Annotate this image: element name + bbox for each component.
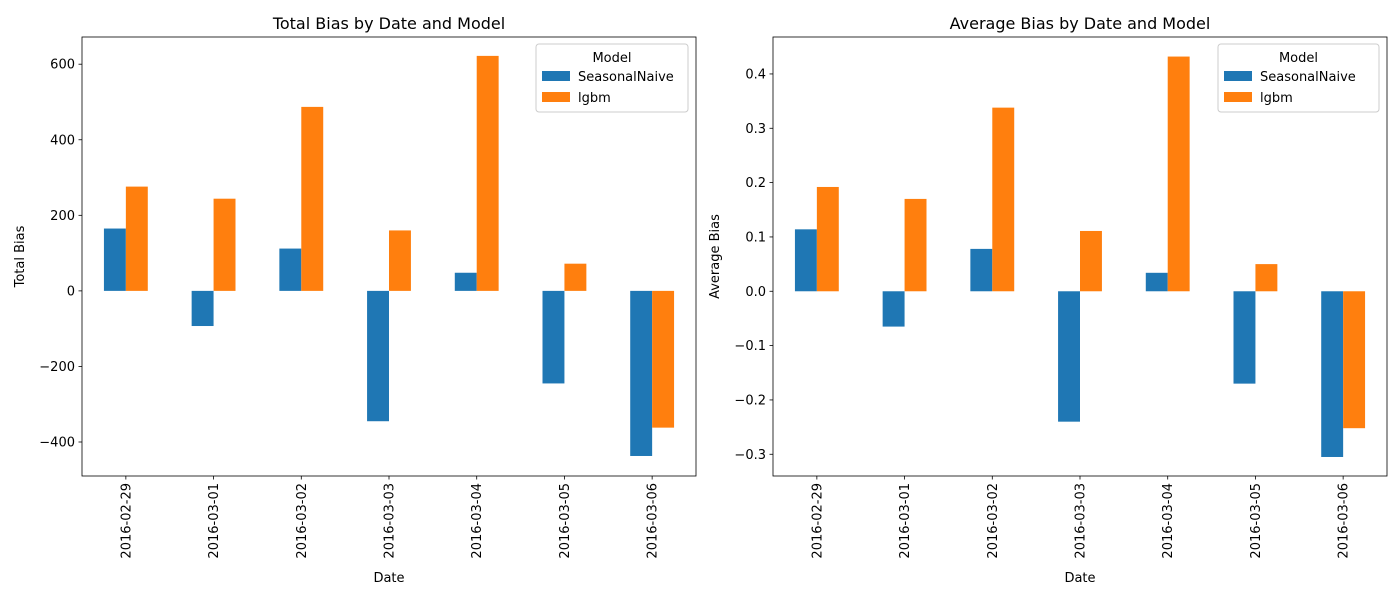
- bar-seasonalnaive-2016-03-04: [1145, 272, 1168, 292]
- bar-seasonalnaive-2016-03-01: [191, 290, 214, 327]
- bar-seasonalnaive-2016-03-03: [367, 290, 389, 422]
- bar-seasonalnaive-2016-03-05: [1233, 291, 1256, 384]
- legend-swatch-lgbm: [542, 92, 570, 102]
- bar-seasonalnaive-2016-03-02: [279, 248, 302, 291]
- bar-lgbm-2016-03-04: [1167, 56, 1190, 292]
- chart-average-bias: −0.3 −0.2 −0.1 0.0 0.1 0.2 0.3 0.4 2016-02-29 201…: [708, 14, 1388, 586]
- x-tick-label: 2016-03-06: [646, 483, 661, 559]
- x-tick-label: 2016-03-02: [986, 483, 1001, 559]
- bar-seasonalnaive-2016-03-04: [454, 272, 477, 291]
- legend-box: [535, 43, 689, 113]
- x-tick-label: 2016-03-04: [1161, 483, 1176, 559]
- x-tick-label: 2016-03-03: [383, 483, 398, 559]
- y-tick-label: −0.1: [734, 339, 766, 354]
- legend-label-seasonalnaive: SeasonalNaive: [578, 70, 674, 85]
- bar-seasonalnaive-2016-03-06: [1321, 291, 1344, 457]
- legend-title: Model: [1279, 51, 1318, 66]
- bar-lgbm-2016-03-06: [1343, 291, 1366, 429]
- bar-seasonalnaive-2016-03-02: [970, 248, 993, 292]
- y-tick-label: −200: [39, 360, 75, 375]
- bar-lgbm-2016-03-03: [1080, 230, 1102, 292]
- legend-swatch-seasonalnaive: [1224, 71, 1252, 81]
- bar-lgbm-2016-03-05: [1255, 264, 1278, 292]
- bar-lgbm-2016-03-05: [564, 263, 587, 291]
- legend: Model SeasonalNaive lgbm: [535, 43, 689, 113]
- bar-lgbm-2016-03-01: [213, 198, 236, 291]
- y-tick-label: −400: [39, 435, 75, 450]
- bar-lgbm-2016-03-06: [652, 290, 675, 428]
- bar-lgbm-2016-03-01: [904, 198, 927, 292]
- y-tick-label: 400: [50, 133, 75, 148]
- bar-lgbm-2016-02-29: [816, 186, 839, 292]
- legend-swatch-lgbm: [1224, 92, 1252, 102]
- bar-seasonalnaive-2016-03-05: [542, 290, 565, 384]
- y-tick-label: 0.3: [745, 122, 766, 137]
- bar-seasonalnaive-2016-02-29: [103, 228, 126, 291]
- x-tick-label: 2016-03-06: [1337, 483, 1352, 559]
- chart-total-bias: −400 −200 0 200 400 600 2016-02-29 2016-03-01 20…: [13, 14, 697, 586]
- y-tick-label: 0: [67, 284, 75, 299]
- legend-title: Model: [592, 51, 631, 66]
- x-tick-label: 2016-02-29: [119, 483, 134, 559]
- x-tick-label: 2016-03-02: [295, 483, 310, 559]
- y-axis-label: Total Bias: [13, 225, 28, 288]
- x-tick-label: 2016-03-05: [558, 483, 573, 559]
- y-tick-label: 0.4: [745, 67, 766, 82]
- bar-lgbm-2016-03-02: [301, 106, 324, 291]
- bar-lgbm-2016-02-29: [125, 186, 148, 291]
- y-tick-label: 0.2: [745, 176, 766, 191]
- legend-label-lgbm: lgbm: [578, 91, 611, 106]
- y-axis-label: Average Bias: [708, 214, 723, 299]
- x-tick-label: 2016-03-01: [898, 483, 913, 559]
- x-tick-label: 2016-03-05: [1249, 483, 1264, 559]
- x-tick-label: 2016-02-29: [810, 483, 825, 559]
- y-tick-label: 200: [50, 209, 75, 224]
- legend: Model SeasonalNaive lgbm: [1217, 43, 1380, 113]
- legend-label-lgbm: lgbm: [1260, 91, 1293, 106]
- bar-seasonalnaive-2016-03-01: [882, 291, 905, 327]
- y-tick-label: 0.0: [745, 285, 766, 300]
- y-tick-label: 0.1: [745, 230, 766, 245]
- bar-lgbm-2016-03-02: [992, 107, 1015, 292]
- bar-seasonalnaive-2016-03-06: [630, 290, 653, 456]
- bar-lgbm-2016-03-03: [389, 230, 411, 291]
- chart-title: Average Bias by Date and Model: [950, 14, 1211, 33]
- bar-lgbm-2016-03-04: [476, 55, 499, 291]
- bar-seasonalnaive-2016-03-03: [1058, 291, 1080, 422]
- y-tick-label: 600: [50, 58, 75, 73]
- x-tick-label: 2016-03-03: [1074, 483, 1089, 559]
- x-tick-label: 2016-03-04: [470, 483, 485, 559]
- y-tick-label: −0.2: [734, 393, 766, 408]
- legend-box: [1217, 43, 1380, 113]
- chart-title: Total Bias by Date and Model: [272, 14, 505, 33]
- x-axis-label: Date: [1064, 571, 1095, 586]
- x-axis-label: Date: [373, 571, 404, 586]
- x-tick-label: 2016-03-01: [207, 483, 222, 559]
- legend-label-seasonalnaive: SeasonalNaive: [1260, 70, 1356, 85]
- legend-swatch-seasonalnaive: [542, 71, 570, 81]
- y-tick-label: −0.3: [734, 448, 766, 463]
- bar-seasonalnaive-2016-02-29: [794, 229, 817, 292]
